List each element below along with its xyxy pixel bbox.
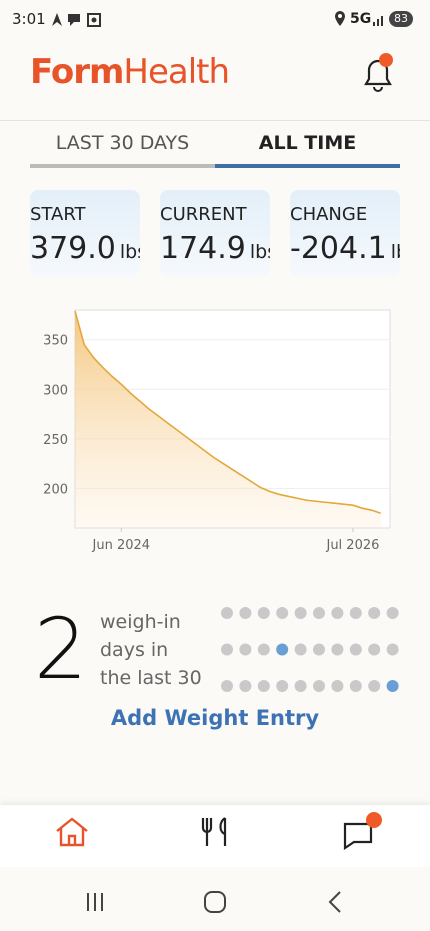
battery: 83	[389, 11, 413, 27]
tab[interactable]: LAST 30 DAYS	[55, 132, 190, 154]
y-tick-label: 200	[43, 482, 68, 497]
weigh-in-dot	[386, 643, 399, 656]
stat-unit: lbs	[249, 241, 270, 263]
weigh-in-dot	[276, 680, 289, 692]
stat-label: START	[30, 204, 86, 225]
divider	[0, 120, 430, 121]
weigh-in-dot	[313, 680, 325, 692]
stat-number: 174.9	[160, 231, 246, 266]
y-tick-label: 250	[43, 433, 68, 448]
stat-unit: lbs	[119, 241, 140, 263]
logo: FormHealth	[30, 52, 230, 92]
weigh-in-dot	[368, 680, 381, 692]
weigh-in-label: days in	[100, 639, 169, 661]
weigh-in-dot	[331, 680, 344, 692]
stat-card: START 379.0lbs	[30, 190, 140, 277]
recents-button[interactable]	[80, 890, 110, 914]
weigh-in-dot	[221, 680, 233, 692]
system-nav	[0, 867, 430, 931]
back-button[interactable]	[324, 889, 348, 915]
weigh-in-dot-active	[276, 643, 289, 656]
weigh-in-dot	[313, 607, 325, 619]
stat-card: CHANGE -204.1lbs	[290, 190, 400, 277]
stat-card: CURRENT 174.9lbs	[160, 190, 270, 277]
food-tab[interactable]	[198, 815, 232, 849]
weigh-in-dot	[239, 643, 252, 656]
y-tick-label: 350	[43, 334, 68, 349]
line	[74, 310, 381, 514]
weigh-in-dot	[257, 643, 270, 656]
x-tick-label: Jul 2026	[325, 538, 379, 553]
messages-tab[interactable]	[340, 810, 386, 850]
weigh-in-dot	[313, 643, 325, 656]
add-weight-entry[interactable]: Add Weight Entry	[110, 706, 320, 730]
weigh-in-dot	[294, 643, 307, 656]
weigh-in-dot	[368, 643, 381, 656]
stat-unit: lbs	[390, 241, 400, 263]
x-tick-label: Jun 2024	[92, 538, 151, 553]
stat-label: CHANGE	[290, 204, 368, 225]
stat-value: 379.0lbs	[30, 231, 140, 266]
weight-chart: 200 250 300 350 Jun 2024 Jul 2026	[43, 309, 391, 553]
home-tab[interactable]	[54, 815, 90, 849]
logo-light: Health	[123, 52, 230, 92]
weigh-in-dot	[294, 607, 307, 619]
weigh-in-dot	[349, 607, 362, 619]
signal-icon	[373, 16, 383, 26]
weigh-in-dot	[294, 680, 307, 692]
weigh-in-dot	[276, 607, 289, 619]
notifications-button[interactable]	[356, 50, 400, 94]
time: 3:01	[12, 10, 46, 28]
weigh-in-dot	[386, 607, 399, 619]
weigh-in-dot-active	[386, 680, 399, 692]
location-icon	[335, 11, 345, 26]
weigh-in-count: 2	[34, 600, 88, 698]
weigh-in-dots	[221, 607, 399, 692]
stat-number: 379.0	[30, 231, 116, 266]
weigh-in-label: weigh-in	[100, 611, 181, 633]
weigh-in-dot	[368, 607, 381, 619]
status-icons	[52, 13, 101, 27]
weigh-in-dot	[221, 607, 233, 619]
tab-underline	[30, 164, 215, 168]
weigh-in-dot	[239, 680, 252, 692]
weigh-in-dot	[221, 643, 233, 656]
tab[interactable]: ALL TIME	[258, 132, 357, 154]
weigh-in-dot	[349, 680, 362, 692]
home-button[interactable]	[202, 889, 228, 915]
network: 5G	[350, 11, 372, 27]
area	[75, 310, 381, 528]
weigh-in-dot	[331, 643, 344, 656]
weigh-in-dot	[349, 643, 362, 656]
logo-bold: Form	[30, 52, 124, 92]
weigh-in-dot	[239, 607, 252, 619]
stat-label: CURRENT	[160, 204, 247, 225]
weigh-in-dot	[257, 680, 270, 692]
stat-number: -204.1	[290, 231, 387, 266]
weigh-in-dot	[331, 607, 344, 619]
weigh-in-dot	[257, 607, 270, 619]
stat-value: 174.9lbs	[160, 231, 270, 266]
stat-value: -204.1lbs	[290, 231, 400, 266]
y-tick-label: 300	[43, 383, 68, 398]
tab-underline	[215, 164, 400, 168]
weigh-in-label: the last 30	[100, 667, 202, 689]
